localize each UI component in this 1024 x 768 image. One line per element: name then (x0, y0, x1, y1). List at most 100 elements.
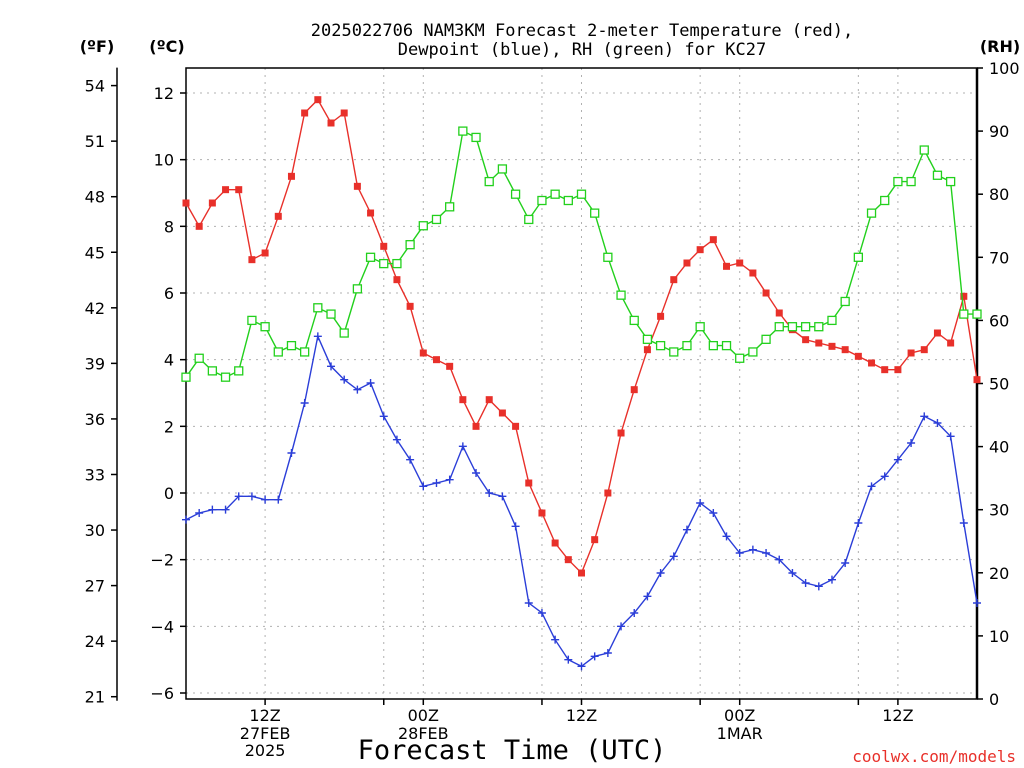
rh-point (379, 258, 389, 269)
dewpoint-point (973, 599, 981, 607)
temperature-point (868, 359, 876, 367)
rh-point (959, 309, 969, 319)
rh-point (721, 340, 732, 351)
rh-point (339, 328, 349, 338)
chart-title-line1: 2025022706 NAM3KM Forecast 2-meter Tempe… (311, 21, 853, 41)
rh-axis-label: (RH) (980, 37, 1020, 56)
dewpoint-point (933, 419, 942, 427)
dewpoint-point (854, 519, 863, 527)
temperature-point (367, 209, 375, 217)
temperature-point (683, 259, 691, 267)
rh-point (748, 347, 758, 357)
fahrenheit-tick-label: 42 (85, 299, 105, 318)
rh-point (299, 347, 310, 357)
celsius-tick-label: 12 (154, 84, 174, 103)
temperature-point (709, 236, 717, 244)
temperature-point (327, 119, 335, 127)
temperature-point (301, 109, 309, 117)
fahrenheit-axis-label: (ºF) (80, 37, 115, 56)
dewpoint-point (748, 545, 757, 554)
rh-point (590, 208, 600, 218)
rh-point (708, 340, 718, 351)
celsius-tick-label: 6 (164, 284, 174, 303)
temperature-point (459, 396, 467, 404)
rh-point (392, 258, 402, 269)
rh-point (932, 170, 943, 180)
rh-tick-label: 30 (989, 501, 1009, 520)
dewpoint-point (406, 455, 415, 464)
temperature-point (222, 186, 230, 194)
dewpoint-point (340, 375, 349, 384)
dewpoint-point (195, 509, 204, 517)
temperature-point (235, 186, 243, 194)
rh-point (247, 315, 257, 326)
rh-point (234, 366, 244, 376)
fahrenheit-tick-label: 39 (85, 354, 105, 373)
dewpoint-point (287, 449, 296, 457)
rh-point (866, 208, 877, 218)
temperature-point (604, 489, 612, 497)
fahrenheit-tick-label: 36 (85, 410, 105, 429)
celsius-tick-label: −4 (150, 617, 174, 636)
rh-point (629, 315, 639, 326)
rh-point (919, 145, 929, 155)
rh-point (642, 334, 653, 344)
dewpoint-point (590, 652, 599, 661)
dewpoint-point (564, 655, 573, 664)
rh-point (761, 334, 771, 344)
fahrenheit-tick-label: 27 (85, 577, 105, 596)
temperature-point (287, 172, 295, 180)
temperature-point (406, 302, 414, 310)
rh-tick-label: 90 (989, 122, 1009, 141)
dewpoint-point (485, 489, 494, 497)
temperature-point (802, 336, 810, 344)
rh-point (774, 322, 784, 332)
temperature-point (736, 259, 744, 267)
temperature-point (947, 339, 955, 347)
rh-point (695, 322, 705, 332)
temperature-point (762, 289, 770, 297)
temperature-point (933, 329, 941, 337)
rh-point (484, 176, 494, 187)
rh-point (510, 189, 521, 199)
rh-tick-label: 60 (989, 311, 1009, 330)
temperature-point (208, 199, 216, 207)
temperature-point (380, 242, 388, 250)
dewpoint-point (920, 412, 929, 421)
dewpoint-point (577, 662, 586, 671)
rh-point (853, 252, 863, 262)
celsius-tick-label: −2 (150, 551, 174, 570)
fahrenheit-tick-label: 30 (85, 521, 105, 540)
dewpoint-point (445, 475, 454, 484)
temperature-point (525, 479, 533, 487)
rh-point (827, 315, 837, 326)
rh-point (524, 214, 534, 225)
rh-tick-label: 70 (989, 248, 1009, 267)
temperature-point (472, 422, 480, 430)
temperature-point (657, 312, 665, 320)
rh-point (207, 366, 218, 376)
x-tick-date: 27FEB (240, 724, 291, 743)
temperature-point (432, 356, 440, 364)
temperature-point (353, 182, 361, 190)
rh-point (550, 189, 560, 199)
dewpoint-point (432, 479, 441, 487)
fahrenheit-tick-label: 45 (85, 243, 105, 262)
grid-lines (186, 68, 977, 699)
temperature-point (538, 509, 546, 517)
rh-point (787, 322, 798, 332)
rh-point (906, 176, 916, 187)
temperature-point (815, 339, 823, 347)
rh-point (735, 353, 745, 363)
rh-tick-label: 50 (989, 375, 1009, 394)
x-tick-year: 2025 (245, 741, 286, 760)
dewpoint-point (630, 609, 639, 617)
rh-point (471, 132, 481, 143)
dewpoint-point (353, 385, 362, 394)
fahrenheit-tick-label: 24 (85, 632, 105, 651)
temperature-point (446, 362, 454, 370)
fahrenheit-tick-label: 48 (85, 188, 105, 207)
temperature-point (393, 276, 401, 284)
celsius-tick-label: 10 (154, 151, 174, 170)
